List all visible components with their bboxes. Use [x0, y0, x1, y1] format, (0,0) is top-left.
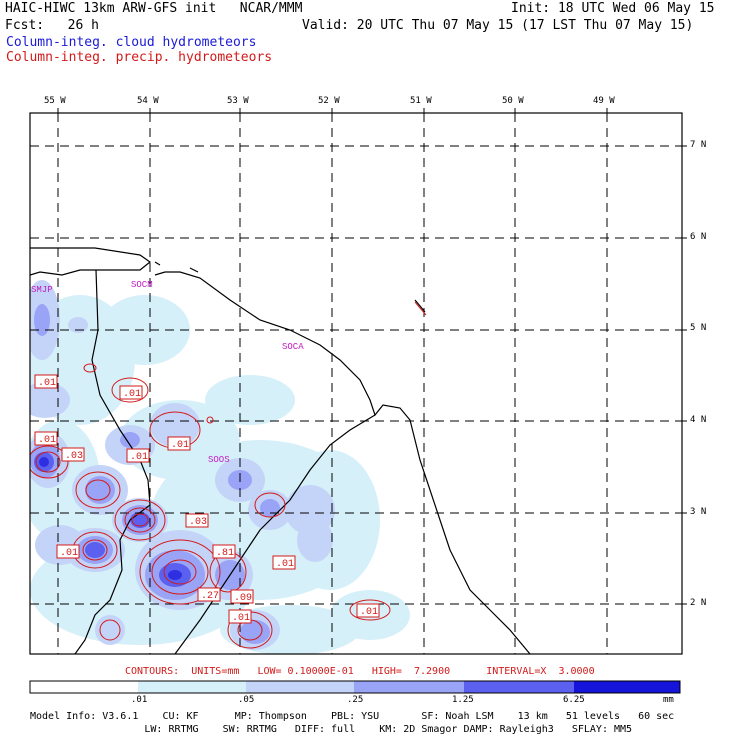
field-precip-label: Column-integ. precip. hydrometeors [6, 50, 273, 65]
lon-label: 55 W [44, 96, 66, 106]
colorbar-label: .01 [131, 695, 148, 705]
shade-level-5 [39, 457, 182, 580]
map-frame [29, 112, 683, 655]
contour-label: .01 [360, 607, 378, 618]
lon-label: 49 W [593, 96, 615, 106]
lat-label: 4 N [690, 415, 707, 425]
station-label: SMJP [31, 285, 53, 295]
contour-label: .01 [276, 559, 294, 570]
model-info-line2: LW: RRTMG SW: RRTMG DIFF: full KM: 2D Sm… [30, 724, 633, 735]
lat-label: 5 N [690, 323, 707, 333]
axis-ticks [57, 108, 687, 605]
station-labels: SMJP SOCM SOCA SOOS [31, 280, 304, 465]
colorbar-label: .25 [347, 695, 364, 705]
model-info-line1: Model Info: V3.6.1 CU: KF MP: Thompson P… [30, 711, 675, 722]
lat-label: 7 N [690, 140, 707, 150]
title-line: HAIC-HIWC 13km ARW-GFS init NCAR/MMM [5, 1, 303, 16]
lon-label: 52 W [318, 96, 340, 106]
colorbar-label: 1.25 [452, 695, 474, 705]
station-label: SOCA [282, 342, 304, 352]
contour-label: .81 [216, 548, 234, 559]
contour-label: .03 [189, 517, 207, 528]
lon-label: 53 W [227, 96, 249, 106]
lon-label: 50 W [502, 96, 524, 106]
colorbar [29, 680, 681, 694]
colorbar-unit: mm [663, 695, 674, 705]
contour-label: .01 [130, 452, 148, 463]
contour-label: .01 [60, 548, 78, 559]
contour-label: .09 [234, 593, 252, 604]
contour-label: .01 [123, 389, 141, 400]
colorbar-label: 6.25 [563, 695, 585, 705]
lon-label: 51 W [410, 96, 432, 106]
forecast-hour: Fcst: 26 h [5, 18, 99, 33]
init-time: Init: 18 UTC Wed 06 May 15 [511, 1, 715, 16]
station-label: SOCM [131, 280, 153, 290]
contour-label-group: .01 .01 .01 .03 .01 .01 .03 .01 .81 .01 … [34, 374, 380, 624]
field-cloud-label: Column-integ. cloud hydrometeors [6, 35, 257, 50]
lat-label: 6 N [690, 232, 707, 242]
contour-label: .03 [65, 451, 83, 462]
lat-lon-grid [30, 113, 682, 654]
lat-label: 2 N [690, 598, 707, 608]
lat-label: 3 N [690, 507, 707, 517]
contour-label: .01 [38, 435, 56, 446]
contour-label: .01 [38, 378, 56, 389]
contour-label: .27 [201, 591, 219, 602]
lon-label: 54 W [137, 96, 159, 106]
contours-info: CONTOURS: UNITS=mm LOW= 0.10000E-01 HIGH… [125, 666, 595, 677]
valid-time: Valid: 20 UTC Thu 07 May 15 (17 LST Thu … [302, 18, 694, 33]
contour-label: .01 [171, 440, 189, 451]
colorbar-label: .05 [238, 695, 255, 705]
station-label: SOOS [208, 455, 230, 465]
contour-label: .01 [232, 613, 250, 624]
